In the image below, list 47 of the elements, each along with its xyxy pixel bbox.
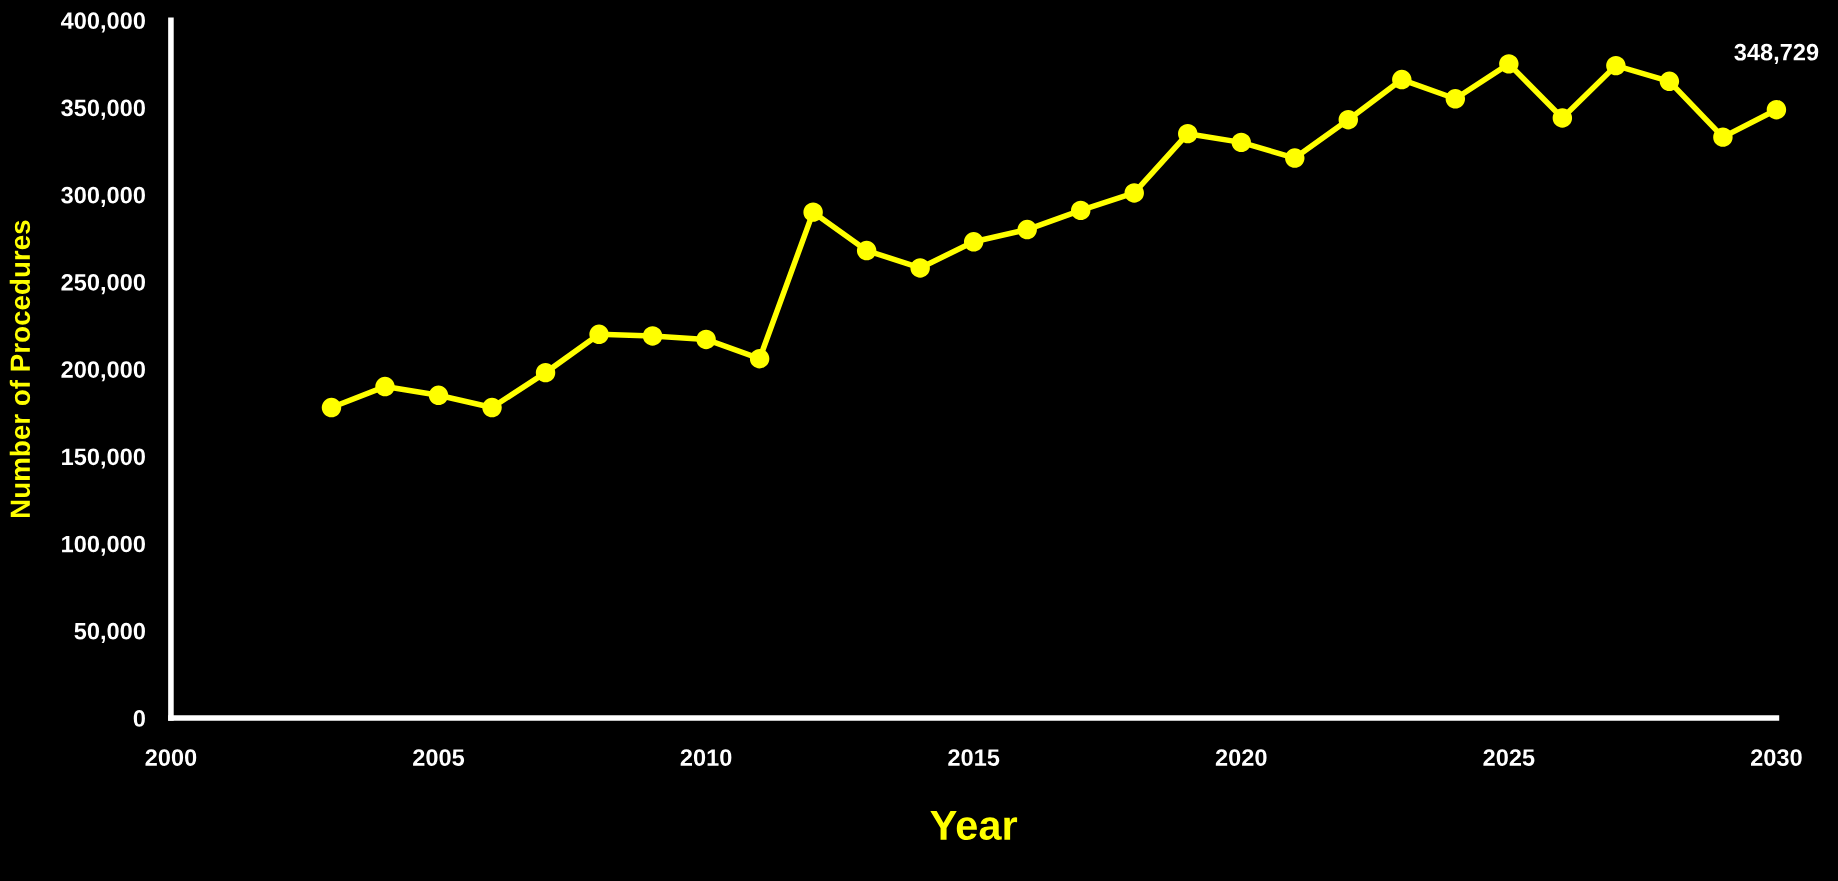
point bbox=[1445, 89, 1466, 109]
y-axis-title: Number of Procedures bbox=[9, 220, 31, 517]
point bbox=[1178, 123, 1198, 144]
point bbox=[1070, 200, 1091, 221]
x-tick-label: 2000 bbox=[145, 749, 197, 766]
point bbox=[1659, 71, 1680, 92]
point bbox=[482, 397, 502, 418]
x-tick-label: 2030 bbox=[1750, 749, 1802, 766]
point bbox=[856, 240, 877, 261]
x-axis-title: Year bbox=[930, 811, 1018, 841]
point bbox=[428, 385, 449, 406]
point bbox=[1552, 108, 1573, 128]
point bbox=[910, 258, 930, 278]
y-tick-label: 350,000 bbox=[61, 99, 145, 120]
point bbox=[1499, 54, 1519, 74]
point bbox=[1017, 219, 1037, 240]
point bbox=[1392, 69, 1412, 90]
y-tick-label: 250,000 bbox=[61, 273, 145, 295]
point bbox=[1231, 132, 1251, 153]
point bbox=[696, 329, 716, 350]
y-tick-label: 150,000 bbox=[62, 448, 145, 469]
x-tick-label: 2005 bbox=[413, 749, 465, 766]
x-tick-label: 2010 bbox=[680, 749, 732, 766]
y-tick-label: 0 bbox=[133, 710, 145, 727]
point bbox=[1285, 148, 1305, 168]
point bbox=[1606, 55, 1626, 76]
y-tick-label: 100,000 bbox=[62, 535, 145, 556]
point bbox=[589, 324, 609, 344]
x-tick-label: 2025 bbox=[1483, 749, 1535, 766]
point bbox=[1713, 127, 1733, 147]
x-tick-label: 2015 bbox=[948, 749, 1000, 766]
y-tick-label: 50,000 bbox=[74, 622, 145, 644]
y-tick-label: 300,000 bbox=[61, 186, 145, 207]
point bbox=[749, 348, 770, 369]
point bbox=[1338, 109, 1359, 130]
data-label: 348,729 bbox=[1734, 43, 1819, 65]
point bbox=[1766, 99, 1787, 120]
y-tick-label: 200,000 bbox=[61, 361, 145, 382]
x-tick-label: 2020 bbox=[1215, 749, 1267, 766]
point bbox=[321, 397, 342, 418]
point bbox=[1124, 183, 1144, 203]
y-tick-label: 400,000 bbox=[60, 12, 145, 33]
point bbox=[963, 232, 984, 252]
point bbox=[535, 362, 556, 383]
point bbox=[803, 202, 823, 222]
point bbox=[642, 326, 663, 346]
point bbox=[375, 376, 395, 397]
